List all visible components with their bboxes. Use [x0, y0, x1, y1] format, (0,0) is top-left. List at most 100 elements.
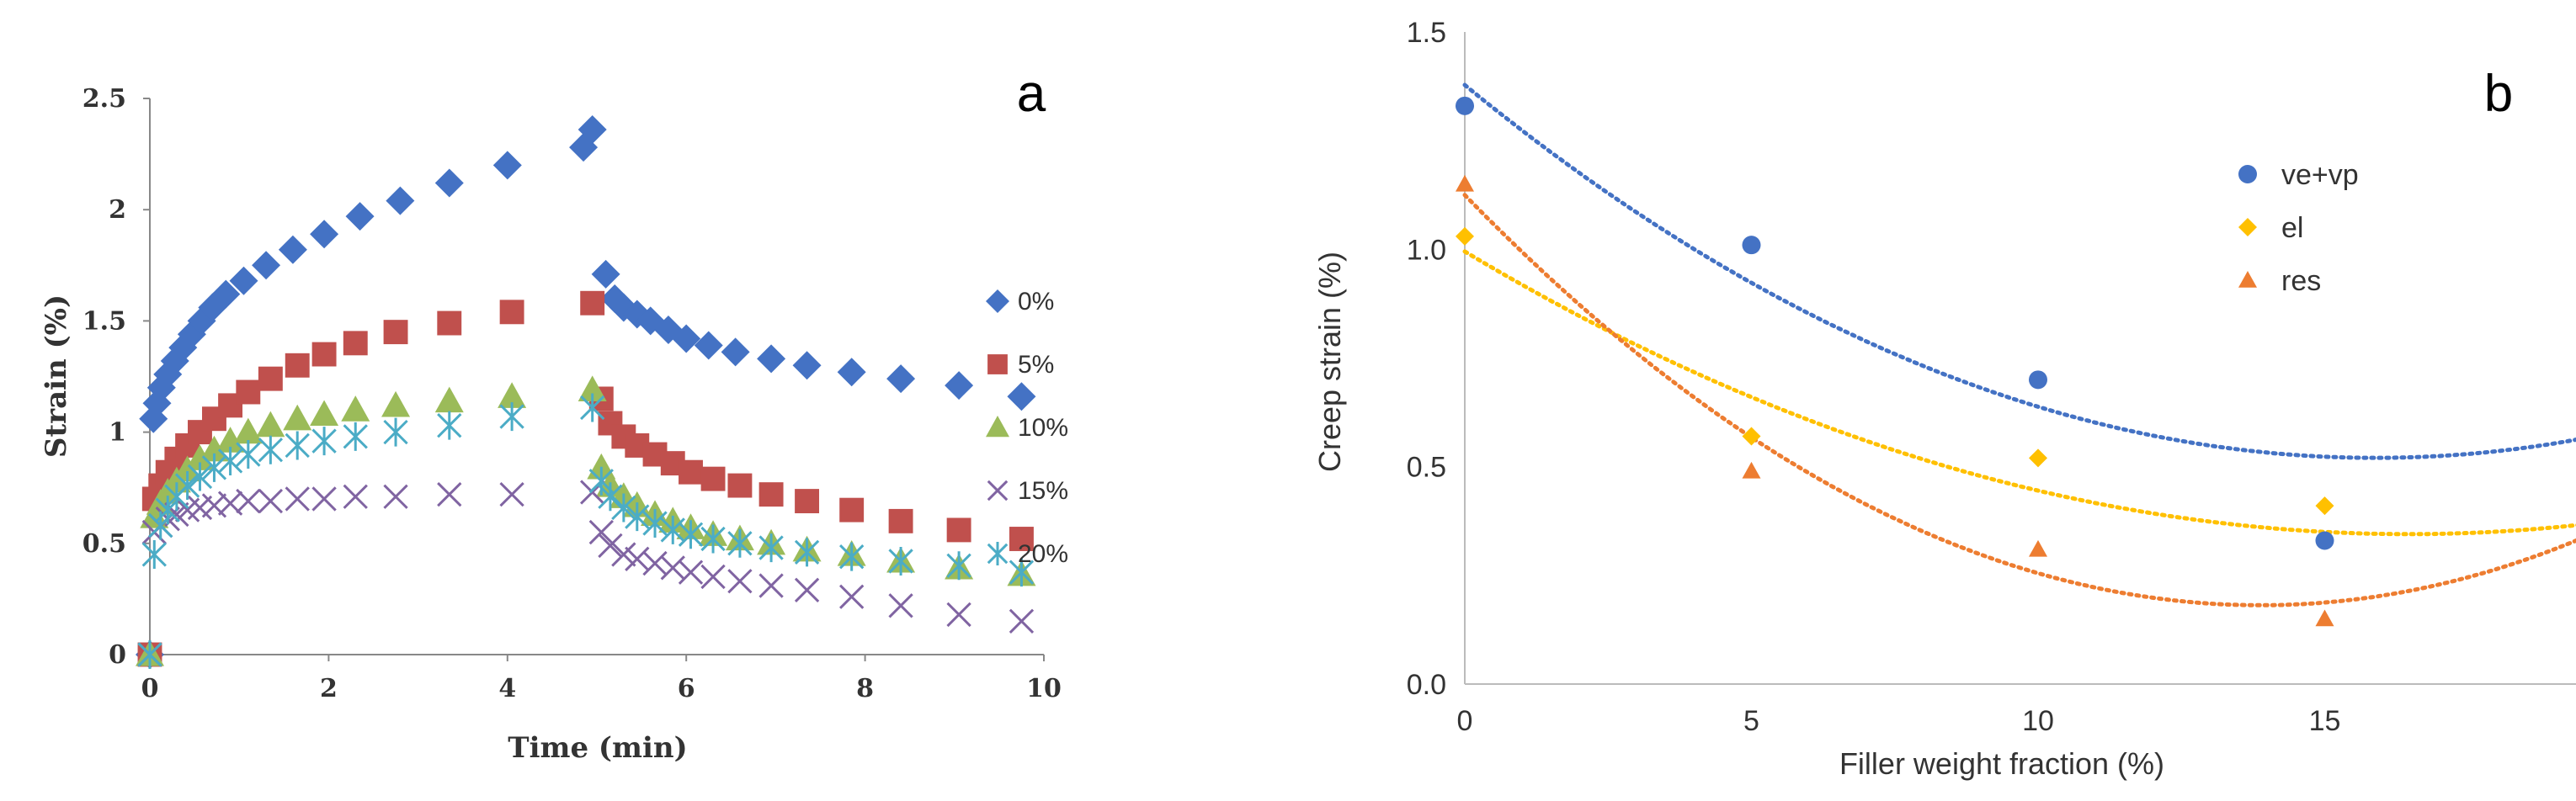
- data-point: [758, 482, 784, 507]
- y-tick-label: 0.5: [82, 529, 126, 559]
- data-point: [580, 480, 605, 505]
- legend-marker: [987, 542, 1009, 565]
- data-point: [311, 427, 337, 456]
- data-point: [946, 517, 971, 543]
- data-point: [758, 573, 784, 598]
- data-point: [2029, 370, 2047, 390]
- y-tick-label: 1.5: [82, 306, 126, 336]
- data-point: [492, 151, 522, 180]
- x-tick-label: 10: [1026, 674, 1062, 703]
- data-point: [201, 453, 227, 482]
- y-tick-label: 0.0: [1407, 669, 1446, 701]
- data-point: [1009, 527, 1034, 551]
- data-point: [888, 508, 913, 533]
- trendline: [1462, 193, 2576, 607]
- data-point: [285, 431, 310, 460]
- data-point: [1456, 226, 1474, 246]
- data-point: [141, 540, 167, 570]
- data-point: [217, 446, 243, 475]
- data-point: [837, 358, 866, 387]
- data-point: [258, 366, 283, 391]
- data-point: [795, 489, 820, 514]
- legend-label: 10%: [1018, 414, 1068, 442]
- data-point: [727, 569, 753, 594]
- data-point: [694, 331, 723, 360]
- data-point: [343, 331, 368, 356]
- legend-label: 15%: [1018, 477, 1068, 505]
- legend-label: res: [2281, 265, 2321, 297]
- trendline: [1462, 82, 2576, 460]
- data-point: [1009, 558, 1035, 587]
- data-point: [383, 417, 408, 447]
- legend-marker: [2238, 165, 2257, 183]
- data-point: [580, 290, 605, 316]
- data-point: [155, 496, 180, 525]
- data-point: [1456, 174, 1474, 192]
- data-point: [383, 320, 408, 345]
- legend-marker: [986, 289, 1009, 313]
- data-point: [285, 353, 310, 378]
- data-point: [2315, 496, 2334, 516]
- data-point: [598, 482, 623, 512]
- x-tick-label: 5: [1743, 705, 1759, 737]
- x-tick-label: 4: [498, 674, 516, 703]
- legend-label: 20%: [1018, 540, 1068, 568]
- data-point: [200, 435, 229, 462]
- data-point: [794, 538, 820, 567]
- data-point: [1456, 96, 1474, 115]
- data-point: [757, 344, 786, 374]
- data-point: [201, 493, 227, 518]
- legend-label: 0%: [1018, 288, 1054, 316]
- data-point: [311, 342, 337, 367]
- data-point: [588, 466, 614, 496]
- data-point: [2315, 531, 2334, 550]
- data-point: [437, 411, 462, 440]
- x-tick-label: 10: [2022, 705, 2054, 737]
- data-point: [1742, 236, 1761, 255]
- y-axis-label: Strain (%): [40, 294, 73, 458]
- data-point: [310, 220, 339, 249]
- legend-marker: [986, 416, 1009, 438]
- panel-label: a: [1017, 65, 1046, 123]
- data-point: [187, 462, 213, 491]
- data-point: [216, 427, 245, 453]
- data-point: [839, 542, 865, 571]
- data-point: [611, 493, 636, 523]
- data-point: [437, 310, 462, 336]
- data-point: [700, 466, 726, 491]
- x-axis-label: Time (min): [508, 731, 687, 765]
- data-point: [278, 235, 307, 264]
- x-tick-label: 0: [1457, 705, 1473, 737]
- x-axis-label: Filler weight fraction (%): [1839, 746, 2164, 781]
- y-tick-label: 0: [109, 640, 126, 670]
- data-point: [258, 435, 284, 464]
- data-point: [642, 509, 668, 538]
- data-point: [311, 486, 337, 512]
- data-point: [577, 375, 607, 401]
- legend-label: el: [2281, 212, 2303, 244]
- data-point: [386, 186, 415, 215]
- data-point: [1742, 427, 1761, 446]
- x-tick-label: 0: [141, 674, 159, 703]
- legend-label: ve+vp: [2281, 159, 2359, 191]
- data-point: [580, 393, 605, 422]
- data-point: [499, 481, 524, 507]
- x-tick-label: 6: [678, 674, 695, 703]
- data-point: [381, 390, 411, 417]
- data-point: [678, 520, 704, 549]
- data-point: [229, 266, 258, 295]
- data-point: [642, 550, 668, 576]
- y-tick-label: 2.5: [82, 84, 126, 114]
- data-point: [839, 584, 865, 609]
- legend-marker: [987, 354, 1008, 374]
- data-point: [283, 404, 312, 431]
- data-point: [577, 115, 607, 145]
- data-point: [660, 555, 685, 581]
- data-point: [886, 364, 916, 394]
- data-point: [345, 202, 375, 231]
- data-point: [945, 371, 974, 400]
- legend-marker: [987, 480, 1009, 501]
- strain-time-chart: 0 0.5 1 1.5 2 2.5 0 2 4 6 8 10 0% 5% 10% 15% 20% a Tim…: [40, 65, 1068, 765]
- data-point: [727, 473, 753, 498]
